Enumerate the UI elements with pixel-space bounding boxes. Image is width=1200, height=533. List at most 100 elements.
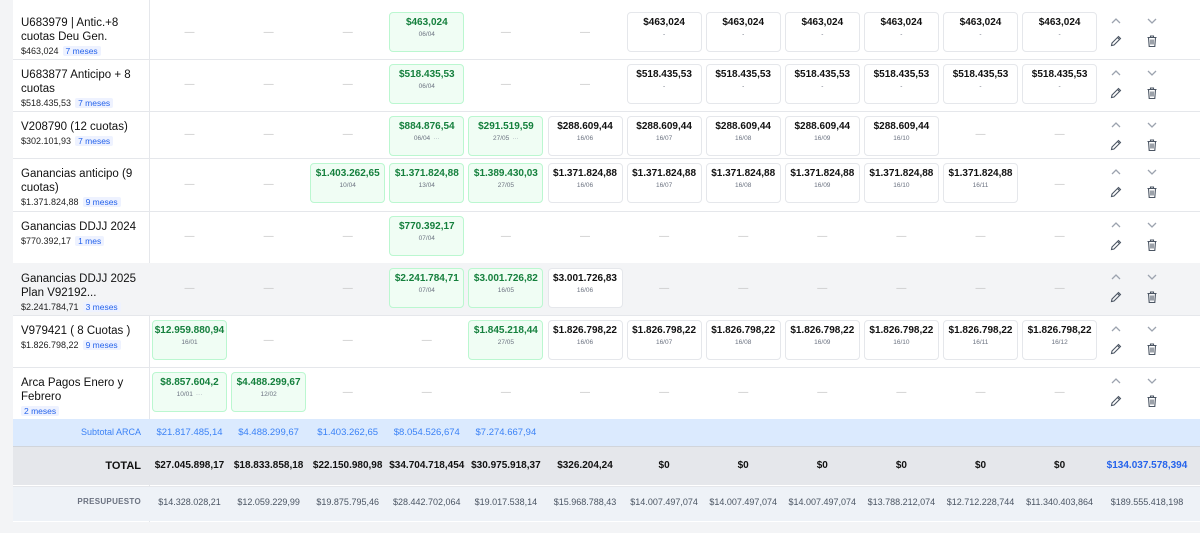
paid-payment-card[interactable]: $1.403.262,65 10/04	[310, 163, 386, 203]
paid-payment-card[interactable]: $291.519,59 27/05 ···	[468, 116, 544, 156]
pending-payment-card[interactable]: $288.609,44 16/09	[784, 116, 860, 156]
pending-payment-card[interactable]: $288.609,44 16/10	[863, 116, 939, 156]
chevron-down-icon[interactable]	[1145, 322, 1159, 336]
trash-icon[interactable]	[1145, 238, 1159, 252]
chevron-up-icon[interactable]	[1109, 14, 1123, 28]
row-actions	[1105, 59, 1200, 111]
chevron-down-icon[interactable]	[1145, 14, 1159, 28]
paid-payment-card[interactable]: $1.845.218,44 27/05	[468, 320, 544, 360]
empty-cell-dash: —	[817, 231, 828, 242]
paid-payment-card[interactable]: $8.857.604,2 10/01 ···	[152, 372, 227, 412]
pencil-icon[interactable]	[1109, 34, 1123, 48]
paid-payment-card[interactable]: $1.389.430,03 27/05	[468, 163, 544, 203]
pending-payment-card[interactable]: $518.435,53 -	[784, 64, 860, 104]
trash-icon[interactable]	[1145, 290, 1159, 304]
paid-payment-card[interactable]: $770.392,17 07/04	[389, 216, 465, 256]
pending-payment-card[interactable]: $1.371.824,88 16/06	[547, 163, 623, 203]
month-cell: —	[308, 111, 387, 158]
paid-payment-card[interactable]: $884.876,54 06/04 ···	[389, 116, 465, 156]
chevron-up-icon[interactable]	[1109, 118, 1123, 132]
pending-payment-card[interactable]: $518.435,53 -	[863, 64, 939, 104]
pending-payment-card[interactable]: $288.609,44 16/06	[547, 116, 623, 156]
pending-payment-card[interactable]: $1.371.824,88 16/07	[626, 163, 702, 203]
month-cell: —	[308, 263, 387, 315]
row-label: Ganancias DDJJ 2025 Plan V92192... $2.241…	[21, 272, 149, 314]
pending-payment-card[interactable]: $1.371.824,88 16/08	[705, 163, 781, 203]
chevron-down-icon[interactable]	[1145, 374, 1159, 388]
trash-icon[interactable]	[1145, 185, 1159, 199]
paid-payment-card[interactable]: $518.435,53 06/04	[389, 64, 465, 104]
more-options-icon[interactable]: ···	[195, 391, 203, 398]
pencil-icon[interactable]	[1109, 290, 1123, 304]
paid-payment-card[interactable]: $3.001.726,82 16/05	[468, 268, 544, 308]
pending-payment-card[interactable]: $518.435,53 -	[943, 64, 1018, 104]
empty-cell-dash: —	[184, 27, 195, 38]
chevron-up-icon[interactable]	[1109, 165, 1123, 179]
pending-payment-card[interactable]: $1.371.824,88 16/11	[943, 163, 1018, 203]
trash-icon[interactable]	[1145, 394, 1159, 408]
pencil-icon[interactable]	[1109, 138, 1123, 152]
paid-payment-card[interactable]: $1.371.824,88 13/04	[389, 163, 465, 203]
pencil-icon[interactable]	[1109, 238, 1123, 252]
pending-payment-card[interactable]: $1.826.798,22 16/10	[863, 320, 939, 360]
pending-payment-card[interactable]: $1.826.798,22 16/12	[1022, 320, 1098, 360]
paid-payment-card[interactable]: $2.241.784,71 07/04	[389, 268, 465, 308]
payment-date: 16/01	[153, 338, 226, 347]
chevron-down-icon[interactable]	[1145, 218, 1159, 232]
pending-payment-card[interactable]: $288.609,44 16/07	[626, 116, 702, 156]
pending-payment-card[interactable]: $288.609,44 16/08	[705, 116, 781, 156]
pending-payment-card[interactable]: $518.435,53 -	[1022, 64, 1098, 104]
payment-date: 07/04	[390, 286, 463, 295]
trash-icon[interactable]	[1145, 138, 1159, 152]
pencil-icon[interactable]	[1109, 342, 1123, 356]
chevron-down-icon[interactable]	[1145, 270, 1159, 284]
empty-cell-dash: —	[421, 335, 432, 346]
chevron-up-icon[interactable]	[1109, 374, 1123, 388]
pending-payment-card[interactable]: $1.371.824,88 16/09	[784, 163, 860, 203]
paid-payment-card[interactable]: $463,024 06/04	[389, 12, 465, 52]
empty-cell-dash: —	[975, 387, 986, 398]
pending-payment-card[interactable]: $1.826.798,22 16/08	[705, 320, 781, 360]
pending-payment-card[interactable]: $518.435,53 -	[626, 64, 702, 104]
pending-payment-card[interactable]: $1.826.798,22 16/09	[784, 320, 860, 360]
pending-payment-card[interactable]: $463,024 -	[943, 12, 1018, 52]
month-cell: —	[150, 59, 229, 111]
trash-icon[interactable]	[1145, 34, 1159, 48]
pending-payment-card[interactable]: $463,024 -	[863, 12, 939, 52]
pending-payment-card[interactable]: $463,024 -	[784, 12, 860, 52]
pending-payment-card[interactable]: $3.001.726,83 16/06	[547, 268, 623, 308]
pending-payment-card[interactable]: $1.826.798,22 16/11	[943, 320, 1018, 360]
more-options-icon[interactable]: ···	[512, 135, 519, 142]
chevron-down-icon[interactable]	[1145, 118, 1159, 132]
empty-cell-dash: —	[263, 27, 274, 38]
more-options-icon[interactable]: ···	[433, 135, 440, 142]
chevron-up-icon[interactable]	[1109, 66, 1123, 80]
row-name: U683877 Anticipo + 8 cuotas	[21, 69, 131, 95]
payment-date-text: 12/02	[260, 391, 277, 398]
pending-payment-card[interactable]: $463,024 -	[626, 12, 702, 52]
paid-payment-card[interactable]: $4.488.299,67 12/02	[231, 372, 307, 412]
payment-date-text: 06/04	[413, 135, 431, 142]
paid-payment-card[interactable]: $12.959.880,94 16/01	[152, 320, 227, 360]
chevron-up-icon[interactable]	[1109, 218, 1123, 232]
pencil-icon[interactable]	[1109, 394, 1123, 408]
trash-icon[interactable]	[1145, 86, 1159, 100]
chevron-down-icon[interactable]	[1145, 66, 1159, 80]
pending-payment-card[interactable]: $518.435,53 -	[705, 64, 781, 104]
pencil-icon[interactable]	[1109, 185, 1123, 199]
pending-payment-card[interactable]: $1.826.798,22 16/07	[626, 320, 702, 360]
trash-icon[interactable]	[1145, 342, 1159, 356]
pending-payment-card[interactable]: $1.371.824,88 16/10	[863, 163, 939, 203]
chevron-down-icon[interactable]	[1145, 165, 1159, 179]
payment-date-text: 16/11	[972, 182, 989, 189]
payment-date: 12/02	[232, 390, 305, 399]
payment-date-text: 16/06	[576, 339, 594, 346]
chevron-up-icon[interactable]	[1109, 270, 1123, 284]
chevron-up-icon[interactable]	[1109, 322, 1123, 336]
pending-payment-card[interactable]: $1.826.798,22 16/06	[547, 320, 623, 360]
pencil-icon[interactable]	[1109, 86, 1123, 100]
pending-payment-card[interactable]: $463,024 -	[1022, 12, 1098, 52]
pending-payment-card[interactable]: $463,024 -	[705, 12, 781, 52]
payment-amount: $884.876,54	[398, 121, 455, 132]
empty-cell-dash: —	[342, 387, 353, 398]
